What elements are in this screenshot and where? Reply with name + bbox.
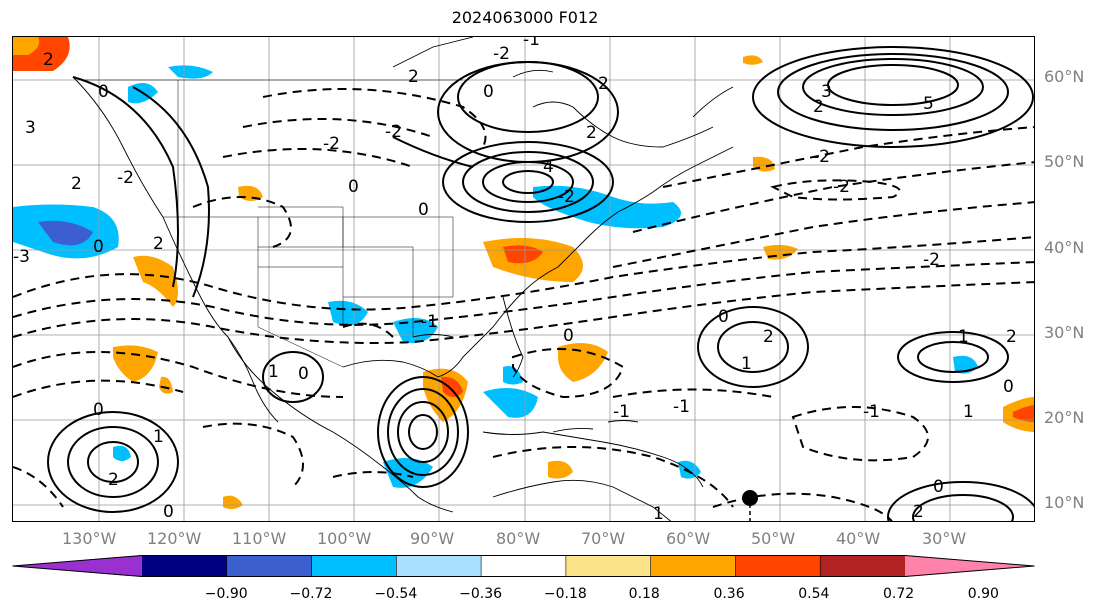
contour-label: -2: [813, 147, 830, 167]
lon-label-90w: 90°W: [410, 529, 455, 548]
contour-label: -3: [13, 247, 30, 267]
contour-label: 0: [93, 237, 104, 257]
lat-label-20n: 20°N: [1044, 408, 1085, 427]
colorbar-tick-label: −0.54: [374, 586, 418, 602]
lon-label-100w: 100°W: [317, 529, 372, 548]
colorbar-segment: [650, 555, 736, 577]
colorbar-tick-label: 0.72: [883, 586, 915, 602]
contour-label: 1: [963, 402, 974, 422]
contour-label: 2: [813, 97, 824, 117]
contour-label: 5: [923, 94, 934, 114]
colorbar-tick-label: −0.90: [204, 586, 248, 602]
colorbar-tick-label: −0.18: [543, 586, 587, 602]
contour-label: 0: [163, 502, 174, 522]
lon-label-120w: 120°W: [147, 529, 202, 548]
colorbar-segment: [565, 555, 652, 577]
colorbar: [12, 555, 1035, 577]
contour-label: -1: [613, 402, 630, 422]
lon-label-30w: 30°W: [922, 529, 967, 548]
contour-label: 2: [408, 67, 419, 87]
contour-label: 1: [741, 354, 752, 374]
colorbar-extend-low: [12, 555, 142, 577]
contour-label: 0: [483, 82, 494, 102]
political-borders: [83, 79, 463, 368]
contour-label: 2: [153, 234, 164, 254]
contour-label: -2: [117, 168, 134, 188]
colorbar-outline: [12, 555, 1035, 577]
contour-label: 2: [108, 470, 119, 490]
contour-label: 1: [268, 362, 279, 382]
lon-label-80w: 80°W: [496, 529, 541, 548]
contour-label: -1: [863, 402, 880, 422]
colorbar-segment: [142, 555, 228, 577]
contour-label: 2: [1006, 327, 1017, 347]
contour-label: 3: [25, 118, 36, 138]
lat-label-50n: 50°N: [1044, 152, 1085, 171]
lat-label-40n: 40°N: [1044, 238, 1085, 257]
contour-label: 2: [598, 74, 609, 94]
contour-label: 2: [586, 123, 597, 143]
contour-label: 2: [763, 327, 774, 347]
contour-label: 0: [98, 82, 109, 102]
contour-label: -2: [558, 187, 575, 207]
contour-label: 0: [933, 477, 944, 497]
contour-label: 2: [43, 50, 54, 70]
contour-label: -1: [421, 312, 438, 332]
colorbar-segment: [396, 555, 482, 577]
lat-label-60n: 60°N: [1044, 67, 1085, 86]
colorbar-segment: [481, 555, 567, 577]
shaded-anomalies: [13, 37, 1034, 510]
lon-label-130w: 130°W: [62, 529, 117, 548]
contour-label: 2: [71, 174, 82, 194]
contour-label: 0: [563, 326, 574, 346]
colorbar-segment: [820, 555, 906, 577]
contour-label: -2: [323, 134, 340, 154]
contour-label: 1: [958, 327, 969, 347]
contour-label: 1: [153, 427, 164, 447]
lon-label-60w: 60°W: [666, 529, 711, 548]
colorbar-segment: [735, 555, 821, 577]
contour-label: 0: [418, 200, 429, 220]
contour-label: -2: [833, 177, 850, 197]
solid-contours: [47, 46, 1034, 521]
colorbar-extend-high: [905, 555, 1035, 577]
contour-label: 0: [93, 400, 104, 420]
lon-label-70w: 70°W: [581, 529, 626, 548]
lon-label-40w: 40°W: [836, 529, 881, 548]
coastlines: [72, 37, 734, 521]
colorbar-tick-label: 0.54: [798, 586, 830, 602]
contour-label: 0: [298, 364, 309, 384]
colorbar-tick-label: 0.18: [628, 586, 660, 602]
colorbar-tick-label: 0.36: [713, 586, 745, 602]
contour-label: 1: [653, 504, 664, 522]
contour-label: -2: [493, 44, 510, 64]
contour-label: -2: [923, 250, 940, 270]
contour-label: 0: [718, 307, 729, 327]
lat-label-10n: 10°N: [1044, 493, 1085, 512]
lat-label-30n: 30°N: [1044, 323, 1085, 342]
contour-label: 0: [348, 177, 359, 197]
colorbar-tick-label: 0.90: [967, 586, 999, 602]
map-canvas: 2 0 3 2 -2 -3 2 0 2 -2 0 -2 -1 2 0 -2 0 …: [13, 37, 1034, 522]
contour-label: -1: [673, 397, 690, 417]
colorbar-segment: [311, 555, 397, 577]
storm-marker-dot: [742, 490, 758, 506]
contour-label: -2: [385, 122, 402, 142]
contour-labels: 2 0 3 2 -2 -3 2 0 2 -2 0 -2 -1 2 0 -2 0 …: [13, 37, 1017, 522]
colorbar-segment: [226, 555, 313, 577]
lon-label-110w: 110°W: [232, 529, 287, 548]
contour-label: 4: [543, 157, 554, 177]
map-title: 2024063000 F012: [451, 8, 599, 27]
colorbar-tick-label: −0.72: [289, 586, 333, 602]
contour-label: 3: [821, 82, 832, 102]
colorbar-tick-label: −0.36: [459, 586, 503, 602]
lon-label-50w: 50°W: [751, 529, 796, 548]
map-panel: 2 0 3 2 -2 -3 2 0 2 -2 0 -2 -1 2 0 -2 0 …: [12, 36, 1035, 522]
contour-label: 2: [913, 502, 924, 522]
contour-label: -1: [523, 37, 540, 50]
contour-label: 0: [1003, 377, 1014, 397]
